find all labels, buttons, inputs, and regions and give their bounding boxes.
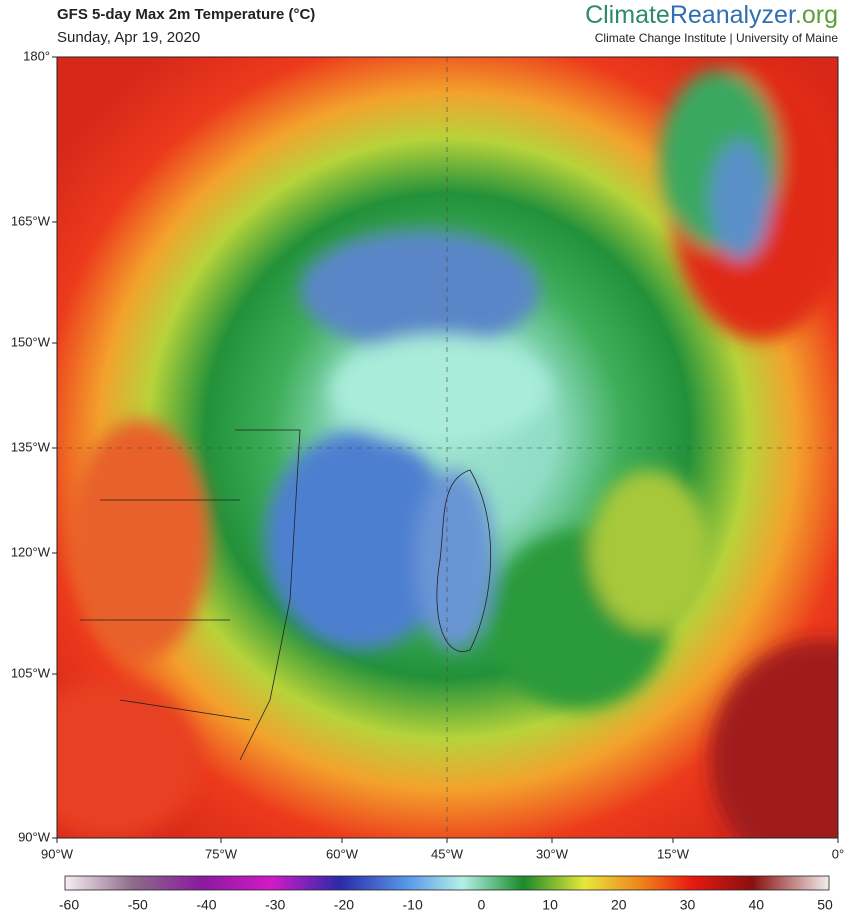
lon-label: 45°W (431, 846, 464, 861)
lon-label: 0° (832, 846, 844, 861)
lon-label: 30°W (536, 846, 569, 861)
colorbar-label: -10 (403, 897, 423, 913)
colorbar-label: -20 (334, 897, 354, 913)
brand: ClimateReanalyzer.org (585, 1, 838, 29)
lat-label: 90°W (18, 829, 51, 844)
colorbar-label: -60 (59, 897, 79, 913)
title: GFS 5-day Max 2m Temperature (°C) (57, 6, 315, 23)
lat-label: 120°W (11, 544, 51, 559)
subtitle: Climate Change Institute | University of… (595, 31, 839, 45)
colorbar (64, 875, 830, 891)
bottom-labels: 90°W 75°W 60°W 45°W 30°W 15°W 0° (41, 838, 844, 861)
lat-label: 180° (23, 48, 50, 63)
temperature-map (57, 57, 838, 838)
brand-part: .org (795, 1, 838, 29)
lat-label: 150°W (11, 334, 51, 349)
lat-label: 135°W (11, 439, 51, 454)
lat-label: 105°W (11, 665, 51, 680)
colorbar-label: 10 (542, 897, 558, 913)
lon-label: 90°W (41, 846, 74, 861)
colorbar-label: -50 (128, 897, 148, 913)
colorbar-label: 30 (680, 897, 696, 913)
brand-part: Reanalyzer (670, 1, 796, 29)
colorbar-ticks: -60 -50 -40 -30 -20 -10 0 10 20 30 40 50 (59, 897, 833, 913)
left-labels: 180° 165°W 150°W 135°W 120°W 105°W 90°W (11, 48, 57, 844)
colorbar-label: -40 (196, 897, 216, 913)
brand-part: Climate (585, 1, 670, 29)
colorbar-label: 20 (611, 897, 627, 913)
date: Sunday, Apr 19, 2020 (57, 29, 200, 46)
lon-label: 60°W (326, 846, 359, 861)
colorbar-label: 50 (817, 897, 833, 913)
lon-label: 75°W (205, 846, 238, 861)
lat-label: 165°W (11, 213, 51, 228)
colorbar-label: -30 (265, 897, 285, 913)
lon-label: 15°W (657, 846, 690, 861)
colorbar-label: 40 (748, 897, 764, 913)
colorbar-label: 0 (477, 897, 485, 913)
